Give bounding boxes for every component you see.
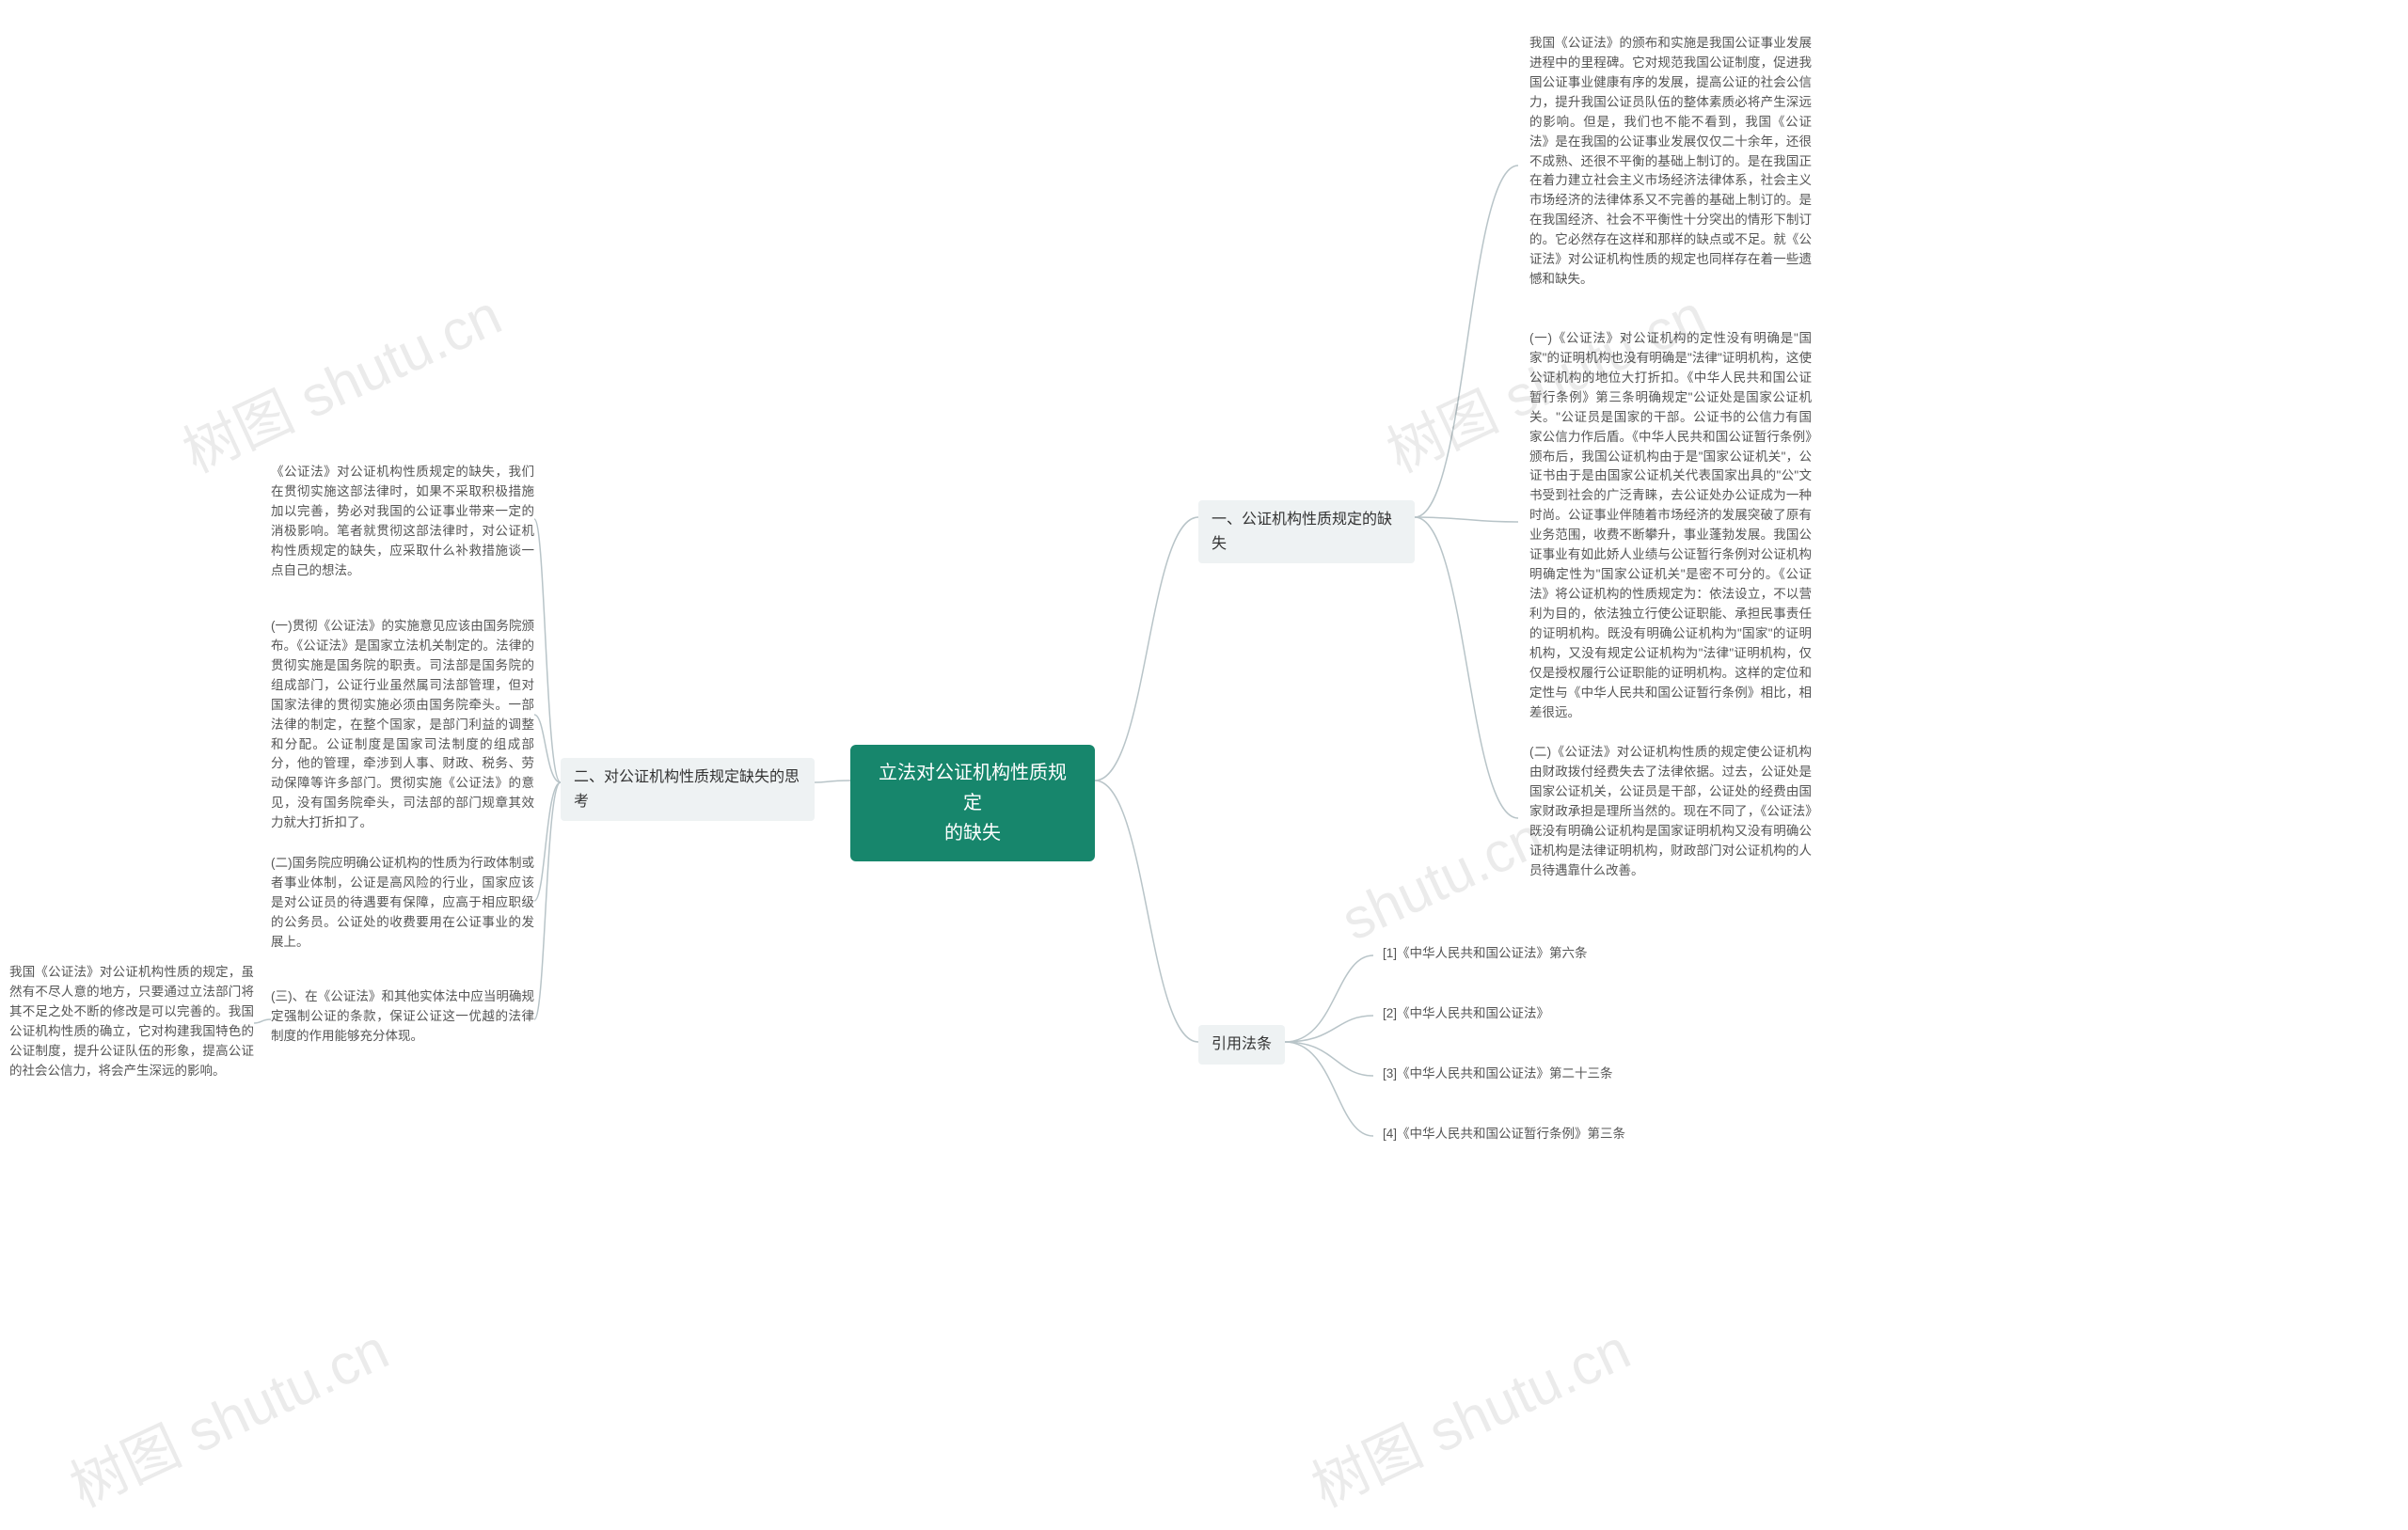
branch-left-1[interactable]: 二、对公证机构性质规定缺失的思 考: [561, 758, 815, 821]
leaf-l1b[interactable]: (一)贯彻《公证法》的实施意见应该由国务院颁布。《公证法》是国家立法机关制定的。…: [271, 617, 534, 833]
root-label-line1: 立法对公证机构性质规定: [871, 758, 1074, 818]
leaf-r1b[interactable]: (一)《公证法》对公证机构的定性没有明确是"国家"的证明机构也没有明确是"法律"…: [1529, 329, 1812, 722]
mindmap-canvas: 树图 shutu.cn 树图 shutu.cn shutu.cn 树图 shutu.c…: [0, 0, 2408, 1530]
leaf-r2a[interactable]: [1]《中华人民共和国公证法》第六条: [1383, 944, 1684, 964]
leaf-l1d[interactable]: (三)、在《公证法》和其他实体法中应当明确规定强制公证的条款，保证公证这一优越的…: [271, 987, 534, 1047]
watermark: 树图 shutu.cn: [1297, 1304, 1641, 1522]
branch-label: 引用法条: [1212, 1036, 1272, 1052]
watermark: 树图 shutu.cn: [55, 1304, 400, 1522]
leaf-r1c[interactable]: (二)《公证法》对公证机构性质的规定使公证机构由财政拨付经费失去了法律依据。过去…: [1529, 743, 1812, 880]
root-label-line2: 的缺失: [871, 818, 1074, 848]
leaf-r2b[interactable]: [2]《中华人民共和国公证法》: [1383, 1004, 1684, 1024]
leaf-l1a[interactable]: 《公证法》对公证机构性质规定的缺失，我们在贯彻实施这部法律时，如果不采取积极措施…: [271, 463, 534, 581]
watermark: shutu.cn: [1332, 804, 1553, 953]
branch-right-2[interactable]: 引用法条: [1198, 1025, 1285, 1065]
watermark: 树图 shutu.cn: [168, 270, 513, 488]
branch-label-line2: 考: [574, 790, 801, 814]
leaf-l1d1[interactable]: 我国《公证法》对公证机构性质的规定，虽然有不尽人意的地方，只要通过立法部门将其不…: [9, 963, 254, 1081]
leaf-r2d[interactable]: [4]《中华人民共和国公证暂行条例》第三条: [1383, 1125, 1684, 1144]
leaf-l1c[interactable]: (二)国务院应明确公证机构的性质为行政体制或者事业体制，公证是高风险的行业，国家…: [271, 854, 534, 953]
leaf-r2c[interactable]: [3]《中华人民共和国公证法》第二十三条: [1383, 1065, 1684, 1084]
root-node[interactable]: 立法对公证机构性质规定 的缺失: [850, 745, 1095, 861]
branch-label-line1: 二、对公证机构性质规定缺失的思: [574, 765, 801, 790]
branch-right-1[interactable]: 一、公证机构性质规定的缺失: [1198, 500, 1415, 563]
branch-label: 一、公证机构性质规定的缺失: [1212, 512, 1392, 552]
leaf-r1a[interactable]: 我国《公证法》的颁布和实施是我国公证事业发展进程中的里程碑。它对规范我国公证制度…: [1529, 34, 1812, 290]
